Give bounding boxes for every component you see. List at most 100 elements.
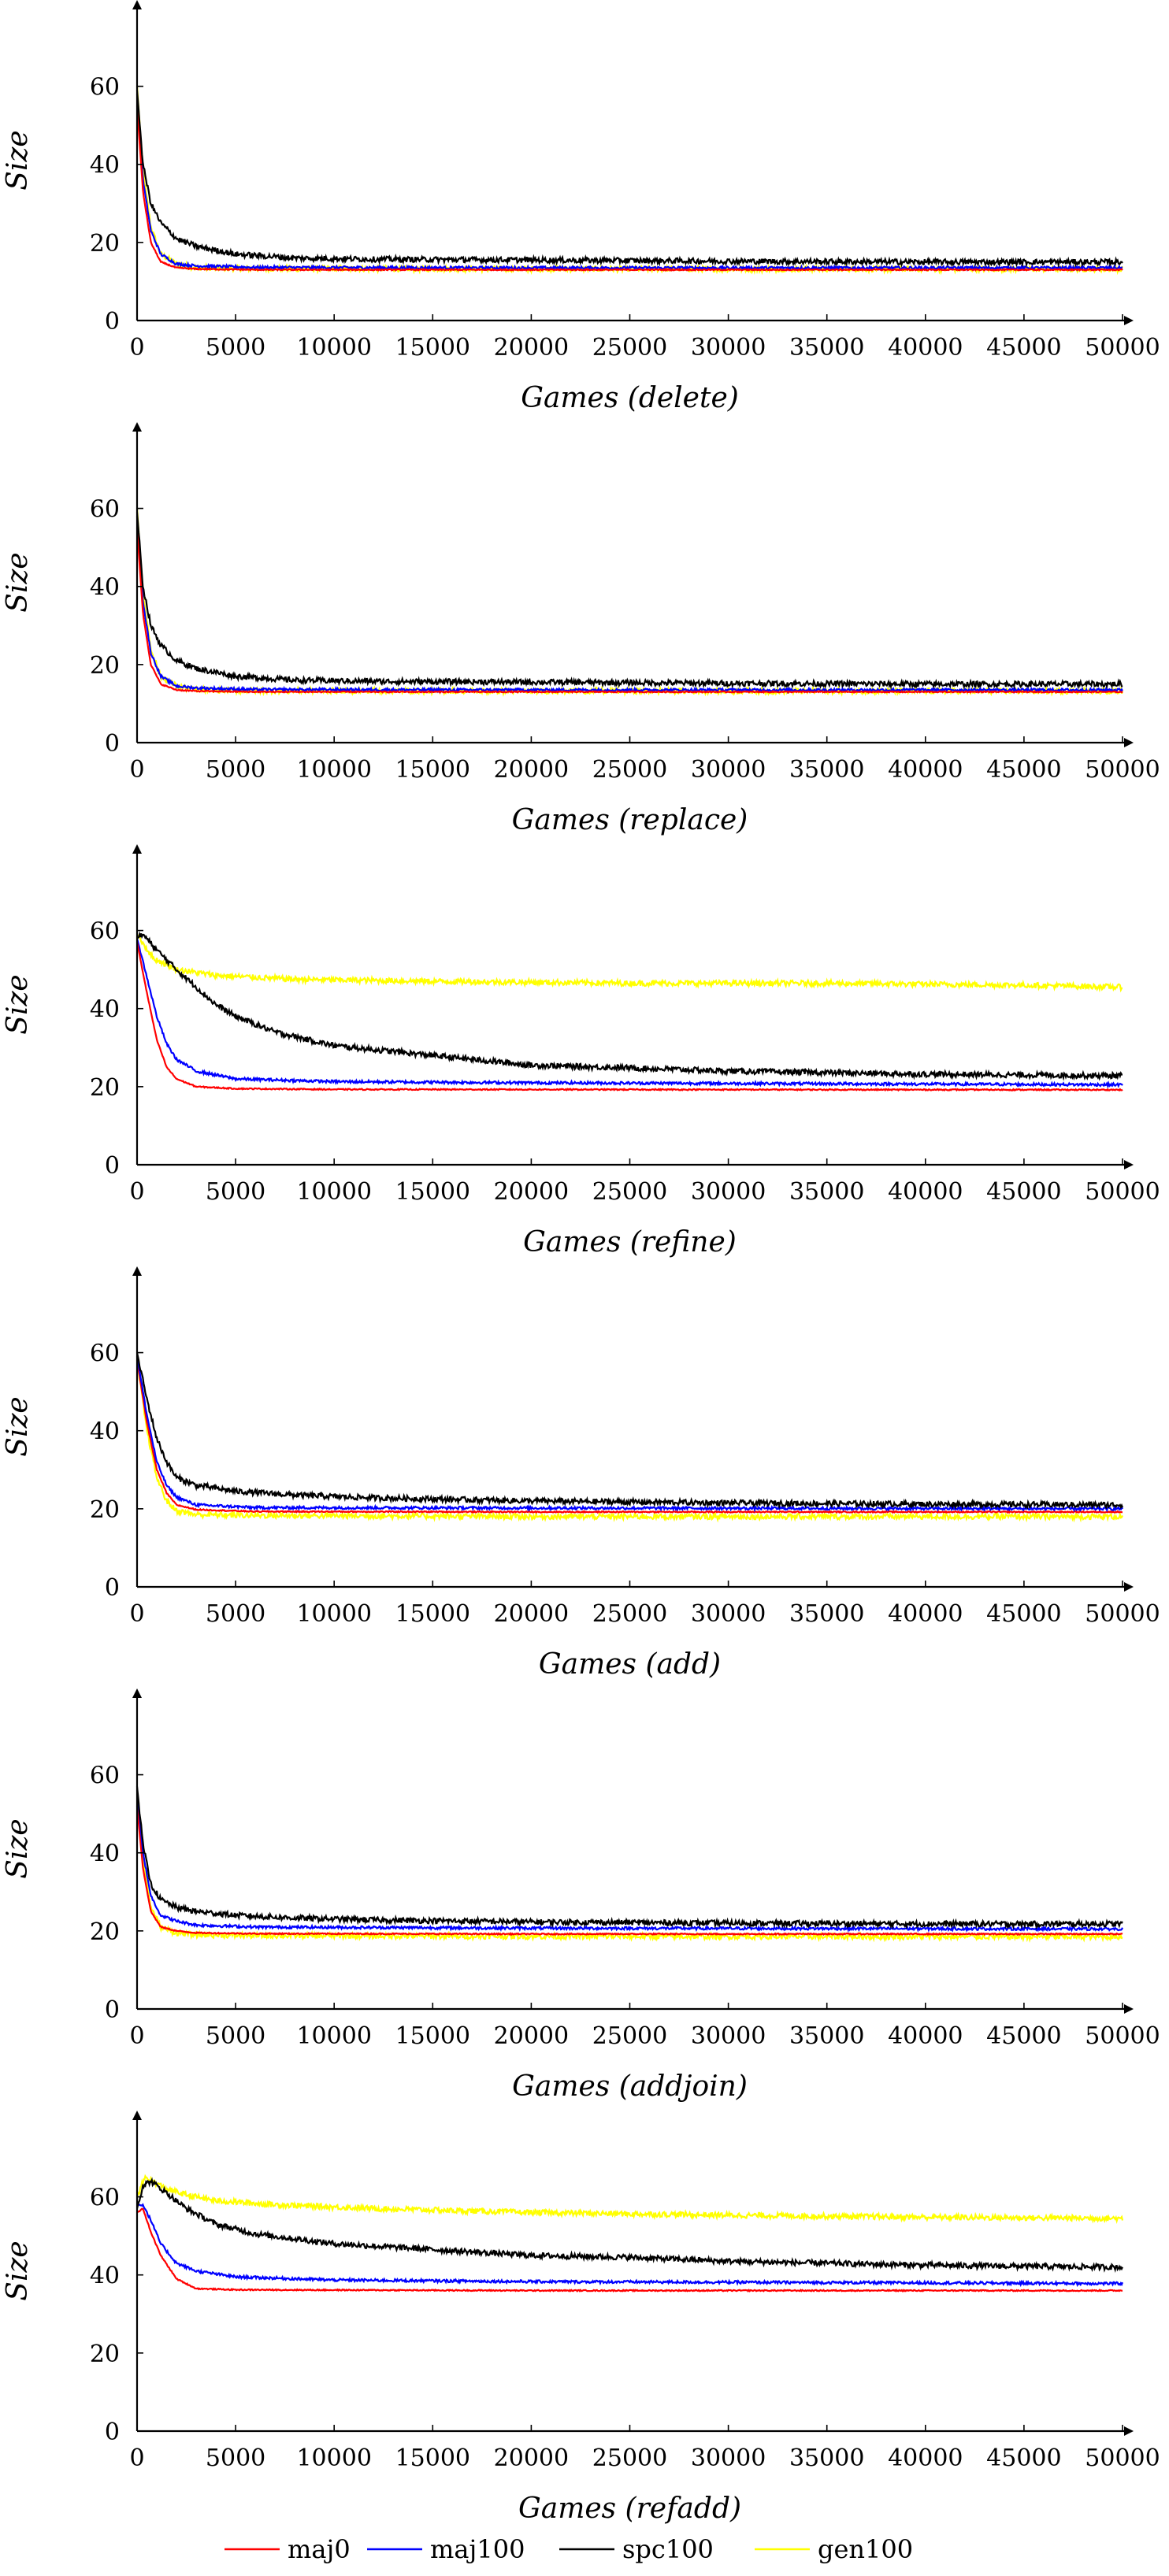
x-axis-label: Games (add) (539, 1648, 721, 1681)
series-line-maj100 (135, 938, 1123, 1089)
series-line-gen100 (135, 2174, 1124, 2225)
series-line-maj0 (135, 1360, 1123, 1514)
x-tick-label: 45000 (986, 1600, 1061, 1628)
x-tick-label: 45000 (986, 1178, 1061, 1206)
x-tick-label: 30000 (691, 1178, 766, 1206)
y-axis-label: Size (2, 2241, 34, 2300)
x-tick-label: 50000 (1085, 2022, 1160, 2050)
x-tick-label: 20000 (494, 334, 569, 361)
y-tick-label: 0 (105, 308, 120, 335)
series-line-spc100 (135, 90, 1123, 269)
series-line-gen100 (135, 86, 1124, 276)
series-line-gen100 (135, 508, 1124, 697)
x-tick-label: 25000 (592, 1600, 667, 1628)
series-line-gen100 (135, 1794, 1123, 1944)
x-axis-label: Games (replace) (512, 804, 748, 836)
x-axis-arrow (1124, 1160, 1134, 1169)
y-axis-arrow (132, 422, 142, 432)
chart-panel: 0 5000 10000 15000 20000 25000 30000 35000 40000… (2, 2111, 1160, 2525)
x-tick-label: 25000 (592, 2444, 667, 2472)
x-tick-label: 35000 (789, 2444, 864, 2472)
x-tick-label: 50000 (1085, 334, 1160, 361)
x-tick-label: 45000 (986, 756, 1061, 784)
y-tick-label: 20 (90, 1074, 120, 1102)
y-tick-label: 40 (90, 1418, 120, 1446)
series-line-maj0 (136, 2207, 1123, 2293)
x-tick-label: 5000 (206, 1600, 265, 1628)
y-tick-label: 0 (105, 730, 120, 758)
chart-panel: 0 5000 10000 15000 20000 25000 30000 35000 40000… (2, 1266, 1160, 1681)
y-axis-arrow (132, 844, 142, 854)
x-tick-label: 5000 (206, 1178, 265, 1206)
x-axis-label: Games (delete) (521, 382, 739, 414)
y-tick-label: 60 (90, 2185, 120, 2212)
x-tick-label: 5000 (206, 334, 265, 361)
y-axis-arrow (132, 1266, 142, 1276)
series-line-gen100 (136, 933, 1123, 993)
x-tick-label: 10000 (296, 334, 371, 361)
x-tick-label: 40000 (888, 756, 963, 784)
x-axis-label: Games (refine) (523, 1226, 737, 1258)
x-tick-label: 10000 (296, 2022, 371, 2050)
x-tick-label: 0 (129, 756, 144, 784)
x-tick-label: 10000 (296, 756, 371, 784)
series-line-spc100 (136, 931, 1123, 1081)
x-tick-label: 5000 (206, 2022, 265, 2050)
x-tick-label: 40000 (888, 1600, 963, 1628)
y-tick-label: 0 (105, 1574, 120, 1602)
x-tick-label: 20000 (494, 756, 569, 784)
x-tick-label: 0 (129, 1600, 144, 1628)
x-tick-label: 10000 (296, 1600, 371, 1628)
y-axis-arrow (132, 2111, 142, 2120)
x-tick-label: 0 (129, 2022, 144, 2050)
legend-label-spc100: spc100 (622, 2534, 714, 2564)
y-tick-label: 40 (90, 1840, 120, 1868)
series-line-spc100 (135, 1352, 1124, 1510)
series-line-maj100 (135, 1790, 1123, 1933)
x-tick-label: 40000 (888, 2444, 963, 2472)
chart-panel: 0 5000 10000 15000 20000 25000 30000 35000 40000… (2, 0, 1160, 414)
legend-label-maj100: maj100 (430, 2534, 525, 2564)
x-tick-label: 50000 (1085, 1178, 1160, 1206)
x-tick-label: 40000 (888, 334, 963, 361)
chart-panels: 0 5000 10000 15000 20000 25000 30000 35000 40000… (2, 0, 1160, 2525)
y-tick-label: 0 (105, 2418, 120, 2446)
x-tick-label: 25000 (592, 756, 667, 784)
y-axis-label: Size (2, 130, 34, 190)
x-tick-label: 30000 (691, 2022, 766, 2050)
x-tick-label: 15000 (395, 756, 470, 784)
series-line-maj0 (135, 106, 1123, 272)
y-tick-label: 0 (105, 1996, 120, 2024)
x-tick-label: 45000 (986, 334, 1061, 361)
x-axis-arrow (1124, 316, 1134, 325)
x-tick-label: 40000 (888, 2022, 963, 2050)
y-tick-label: 60 (90, 496, 120, 524)
series-line-maj100 (135, 1356, 1123, 1513)
y-tick-label: 60 (90, 918, 120, 946)
x-axis-label: Games (addjoin) (512, 2070, 748, 2103)
legend: maj0 maj100 spc100 gen100 (225, 2534, 913, 2564)
x-tick-label: 25000 (592, 2022, 667, 2050)
x-tick-label: 15000 (395, 2022, 470, 2050)
x-axis-arrow (1124, 2426, 1134, 2436)
x-tick-label: 35000 (789, 334, 864, 361)
x-tick-label: 30000 (691, 334, 766, 361)
y-tick-label: 40 (90, 574, 120, 602)
x-tick-label: 20000 (494, 1178, 569, 1206)
x-tick-label: 35000 (789, 1178, 864, 1206)
x-tick-label: 10000 (296, 1178, 371, 1206)
x-tick-label: 20000 (494, 2444, 569, 2472)
x-tick-label: 50000 (1085, 2444, 1160, 2472)
y-tick-label: 40 (90, 996, 120, 1024)
x-tick-label: 45000 (986, 2022, 1061, 2050)
x-axis-arrow (1124, 738, 1134, 747)
y-tick-label: 20 (90, 2341, 120, 2368)
y-axis-label: Size (2, 1818, 34, 1878)
x-tick-label: 30000 (691, 756, 766, 784)
series-line-maj100 (135, 94, 1123, 272)
chart-panel: 0 5000 10000 15000 20000 25000 30000 35000 40000… (2, 422, 1160, 836)
y-axis-label: Size (2, 1396, 34, 1456)
y-tick-label: 20 (90, 230, 120, 258)
y-tick-label: 0 (105, 1152, 120, 1180)
